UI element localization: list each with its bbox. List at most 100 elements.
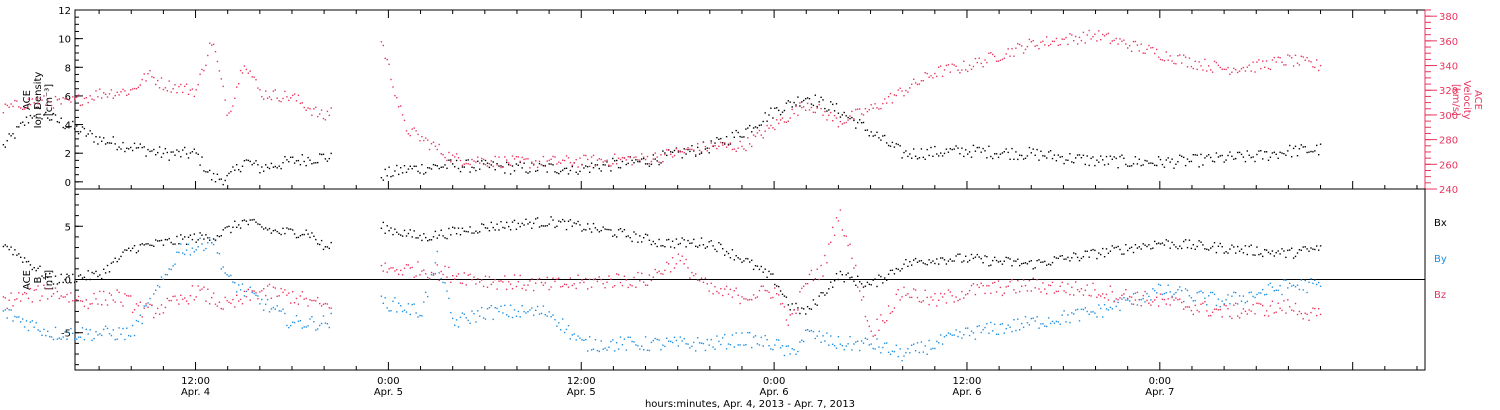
- data-point: [149, 303, 151, 306]
- data-point: [29, 321, 32, 323]
- data-point: [610, 229, 612, 231]
- data-point: [994, 55, 996, 58]
- data-point: [251, 219, 253, 221]
- data-point: [1148, 244, 1150, 246]
- data-point: [122, 141, 124, 144]
- data-point: [1219, 66, 1221, 69]
- data-point: [1200, 290, 1202, 292]
- data-point: [41, 295, 43, 297]
- data-point: [592, 278, 595, 281]
- data-point: [282, 97, 284, 100]
- data-point: [1237, 71, 1239, 74]
- data-point: [718, 242, 720, 244]
- data-point: [39, 330, 41, 332]
- data-point: [658, 163, 660, 166]
- data-point: [1231, 155, 1233, 157]
- data-point: [995, 153, 998, 155]
- data-point: [891, 102, 894, 104]
- data-point: [637, 159, 639, 161]
- data-point: [1049, 150, 1052, 152]
- data-point: [604, 347, 606, 349]
- data-point: [766, 339, 768, 341]
- data-point: [62, 126, 64, 129]
- data-point: [70, 292, 72, 294]
- data-point: [731, 296, 734, 298]
- y-tick-label-right: 280: [1439, 136, 1458, 147]
- data-point: [41, 99, 43, 101]
- data-point: [967, 327, 969, 329]
- data-point: [122, 327, 124, 330]
- data-point: [785, 319, 788, 321]
- data-point: [475, 161, 477, 163]
- data-point: [1024, 48, 1027, 51]
- data-point: [596, 349, 599, 352]
- data-point: [1011, 330, 1013, 333]
- data-point: [1306, 291, 1308, 294]
- data-point: [876, 338, 878, 340]
- data-point: [222, 85, 224, 88]
- data-point: [195, 89, 197, 91]
- data-point: [481, 160, 483, 162]
- data-point: [866, 129, 869, 131]
- data-point: [392, 86, 394, 88]
- data-point: [1009, 158, 1011, 160]
- data-point: [448, 266, 450, 269]
- data-point: [508, 225, 510, 228]
- data-point: [301, 154, 303, 156]
- data-point: [704, 349, 707, 352]
- data-point: [1030, 317, 1032, 320]
- data-point: [249, 286, 251, 288]
- data-point: [835, 217, 838, 219]
- data-point: [1088, 294, 1090, 297]
- data-point: [216, 252, 219, 254]
- data-point: [461, 166, 464, 168]
- data-point: [394, 95, 396, 97]
- data-point: [916, 158, 919, 160]
- data-point: [772, 296, 774, 299]
- data-point: [644, 158, 647, 161]
- data-point: [1196, 292, 1198, 294]
- data-point: [860, 299, 863, 301]
- data-point: [884, 134, 886, 137]
- data-point: [941, 75, 944, 77]
- data-point: [924, 72, 926, 74]
- data-point: [1090, 157, 1092, 160]
- data-point: [282, 227, 284, 230]
- data-point: [1111, 40, 1113, 42]
- data-point: [1078, 290, 1081, 293]
- data-point: [380, 264, 383, 267]
- data-point: [324, 158, 327, 160]
- data-point: [405, 130, 408, 132]
- data-point: [1256, 153, 1258, 156]
- data-point: [1306, 248, 1308, 250]
- data-point: [286, 227, 288, 229]
- data-point: [1238, 295, 1241, 297]
- data-point: [263, 98, 265, 100]
- data-point: [1258, 292, 1260, 294]
- data-point: [581, 339, 583, 341]
- data-point: [876, 107, 878, 109]
- data-point: [648, 239, 651, 241]
- data-point: [1084, 307, 1086, 309]
- data-point: [1171, 158, 1173, 160]
- data-point: [914, 350, 917, 352]
- data-point: [776, 339, 778, 341]
- data-point: [675, 148, 678, 150]
- data-point: [625, 279, 627, 281]
- data-point: [774, 283, 776, 286]
- data-point: [133, 309, 136, 311]
- data-point: [1175, 63, 1177, 65]
- data-point: [1318, 69, 1320, 72]
- data-point: [778, 122, 780, 125]
- data-point: [531, 278, 533, 280]
- data-point: [496, 288, 498, 290]
- data-point: [1319, 143, 1322, 145]
- data-point: [563, 159, 566, 162]
- data-point: [1011, 265, 1013, 267]
- data-point: [417, 133, 419, 136]
- data-point: [828, 114, 830, 116]
- data-point: [149, 70, 151, 72]
- data-point: [791, 106, 793, 108]
- data-point: [891, 350, 894, 352]
- data-point: [569, 219, 572, 221]
